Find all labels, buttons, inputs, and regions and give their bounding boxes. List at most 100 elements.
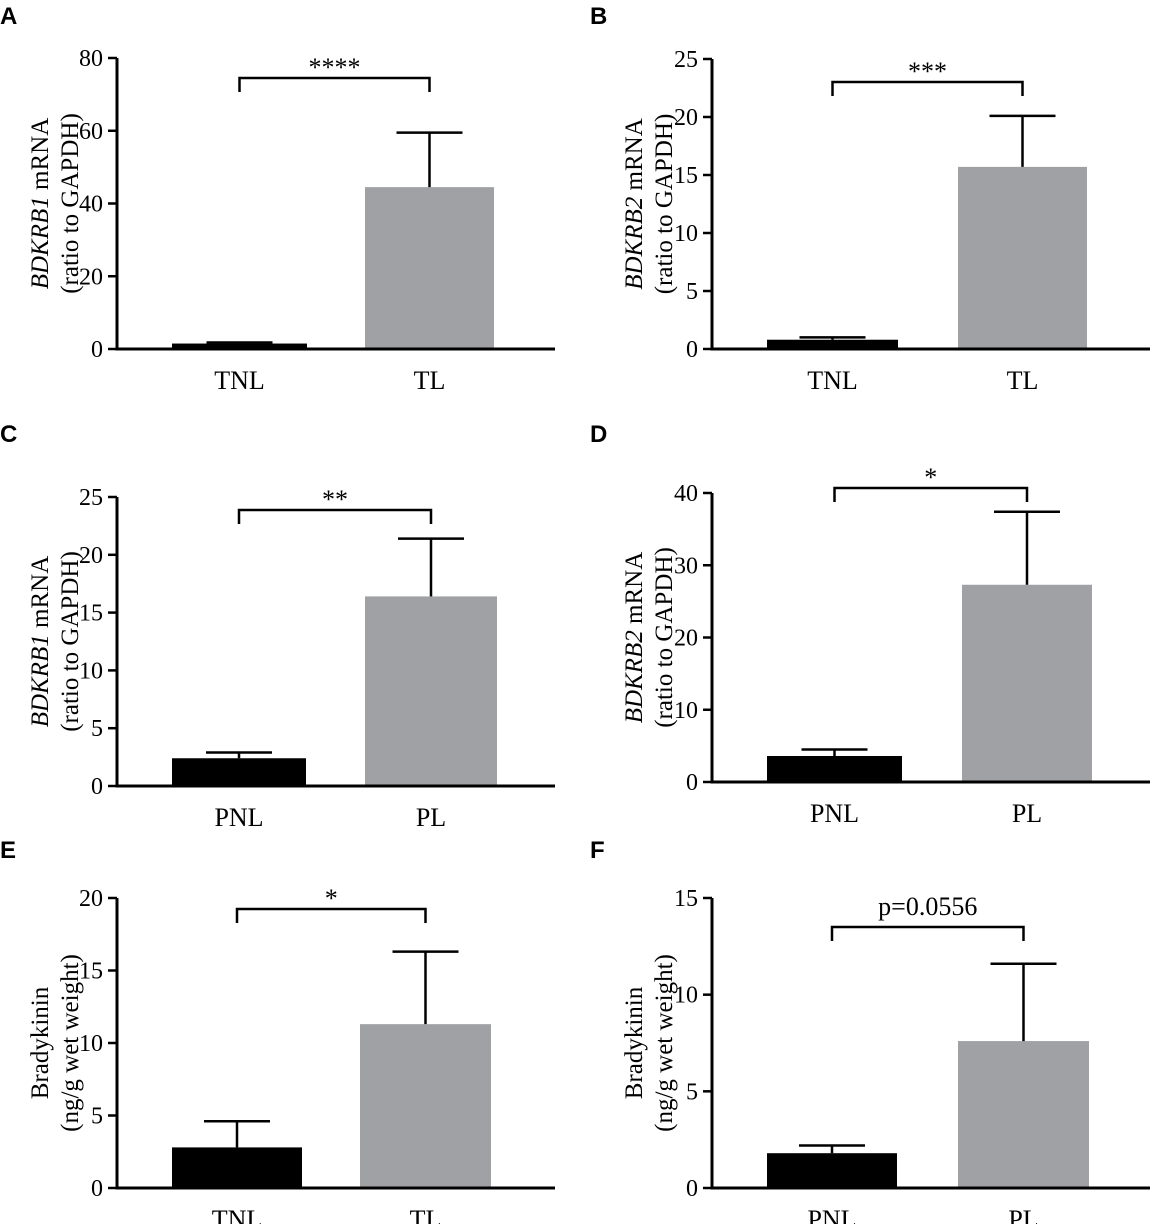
panel-letter: D (590, 421, 607, 448)
gene-name: BDKRB2 (621, 630, 648, 723)
y-axis-label-line2: (ng/g wet weight) (57, 954, 84, 1132)
y-tick-label: 20 (79, 543, 103, 569)
significance-label: * (924, 463, 937, 492)
panel-letter: F (590, 837, 605, 864)
panel-letter: B (590, 3, 607, 30)
gene-name: BDKRB1 (27, 196, 54, 289)
panel-letter: C (0, 421, 17, 448)
category-label-tl: TL (1007, 366, 1039, 395)
y-axis-label-text: Bradykinin (27, 986, 54, 1099)
error-bar-pnl (206, 751, 272, 759)
y-tick-label: 0 (91, 337, 103, 363)
y-axis-label-text: mRNA (621, 552, 648, 630)
significance-label: * (325, 884, 338, 913)
y-tick-label: 0 (686, 337, 698, 363)
bar-pl (962, 584, 1092, 782)
category-label-pl: PL (1008, 1205, 1038, 1224)
y-axis-label-text: mRNA (27, 118, 54, 196)
category-label-tnl: TNL (214, 366, 265, 395)
y-axis-label-line1: BDKRB2 mRNA (621, 552, 648, 724)
y-axis-label-text: mRNA (621, 118, 648, 196)
y-axis-label: BDKRB2 mRNA (ratio to GAPDH) (621, 114, 678, 295)
error-bar-tnl (204, 1120, 270, 1148)
significance-bracket-line (831, 80, 1024, 96)
gene-name: BDKRB2 (621, 197, 648, 290)
y-axis-label-text: Bradykinin (621, 986, 648, 1099)
significance-bracket-line (238, 76, 431, 92)
category-label-pl: PL (1012, 799, 1042, 828)
error-bar-pl (398, 537, 464, 597)
y-tick-label: 5 (686, 279, 698, 305)
bar-pl (365, 596, 497, 786)
bar-tl (958, 166, 1087, 349)
significance-bracket: * (235, 884, 427, 923)
y-axis-label-line1: BDKRB1 mRNA (27, 118, 54, 290)
y-axis-label-text: mRNA (27, 556, 54, 634)
error-bar-tl (392, 950, 459, 1025)
y-axis-label: Bradykinin (ng/g wet weight) (27, 954, 84, 1132)
panel-f: F PNL PL 0 5 10 15 Bradykinin (ng/g wet weight) p… (590, 837, 1150, 1224)
y-axis-label: BDKRB1 mRNA (ratio to GAPDH) (27, 551, 84, 732)
y-axis-label: BDKRB1 mRNA (ratio to GAPDH) (27, 113, 84, 294)
significance-label: **** (309, 53, 361, 82)
bar-tnl (172, 343, 307, 349)
panel-d: D PNL PL 0 10 20 30 40 BDKRB2 mRNA (ratio to GAPD… (590, 421, 1150, 828)
significance-label: ** (322, 485, 348, 514)
bar-pl (958, 1041, 1089, 1188)
category-label-tnl: TNL (807, 366, 858, 395)
error-bar-pnl (801, 748, 868, 756)
y-axis-label-line1: Bradykinin (27, 986, 54, 1099)
y-tick-label: 60 (79, 119, 103, 145)
y-tick-label: 15 (674, 163, 698, 189)
y-axis-label: BDKRB2 mRNA (ratio to GAPDH) (621, 547, 678, 728)
y-axis-label-line2: (ratio to GAPDH) (57, 551, 84, 732)
y-axis-label-line2: (ratio to GAPDH) (651, 114, 678, 295)
bar-tl (365, 187, 494, 349)
panel-a: A TNL TL 0 20 40 60 80 BDKRB1 mRNA (ratio to GAPD… (0, 3, 555, 395)
y-axis-label-line1: BDKRB1 mRNA (27, 556, 54, 728)
significance-label: p=0.0556 (878, 892, 977, 921)
significance-bracket: * (833, 463, 1029, 502)
y-tick-label: 40 (674, 481, 698, 507)
error-bar-tl (989, 114, 1056, 167)
y-tick-label: 15 (674, 886, 698, 912)
error-bar-pl (990, 962, 1057, 1042)
error-bar-pl (994, 510, 1060, 585)
y-tick-label: 20 (79, 264, 103, 290)
gene-name: BDKRB1 (27, 634, 54, 727)
significance-label: *** (908, 57, 947, 86)
panel-letter: E (0, 837, 16, 864)
y-tick-label: 10 (79, 1031, 103, 1057)
significance-bracket: p=0.0556 (830, 892, 1025, 941)
y-tick-label: 5 (686, 1079, 698, 1105)
y-tick-label: 15 (79, 959, 103, 985)
significance-bracket: **** (238, 53, 431, 92)
significance-bracket: ** (237, 485, 433, 524)
y-tick-label: 15 (79, 601, 103, 627)
significance-bracket: *** (831, 57, 1024, 96)
y-axis-label-line2: (ng/g wet weight) (651, 954, 678, 1132)
bar-tnl (172, 1147, 302, 1188)
significance-bracket-line (833, 486, 1029, 502)
error-bar-pnl (799, 1144, 865, 1154)
y-tick-label: 80 (79, 46, 103, 72)
category-label-tl: TL (414, 366, 446, 395)
y-tick-label: 20 (674, 626, 698, 652)
significance-bracket-line (235, 907, 427, 923)
error-bar-tl (396, 131, 463, 188)
panel-b: B TNL TL 0 5 10 15 20 25 BDKRB2 mRNA (ratio to GAP… (590, 3, 1150, 395)
y-tick-label: 0 (91, 1176, 103, 1202)
category-label-tnl: TNL (212, 1205, 263, 1224)
y-tick-label: 10 (674, 221, 698, 247)
bar-pnl (172, 758, 306, 786)
y-axis-label-line1: Bradykinin (621, 986, 648, 1099)
y-tick-label: 30 (674, 553, 698, 579)
y-axis-label: Bradykinin (ng/g wet weight) (621, 954, 678, 1132)
y-tick-label: 0 (686, 770, 698, 796)
category-label-pnl: PNL (807, 1205, 856, 1224)
y-tick-label: 25 (79, 485, 103, 511)
y-tick-label: 20 (674, 105, 698, 131)
significance-bracket-line (237, 508, 433, 524)
category-label-tl: TL (410, 1205, 442, 1224)
